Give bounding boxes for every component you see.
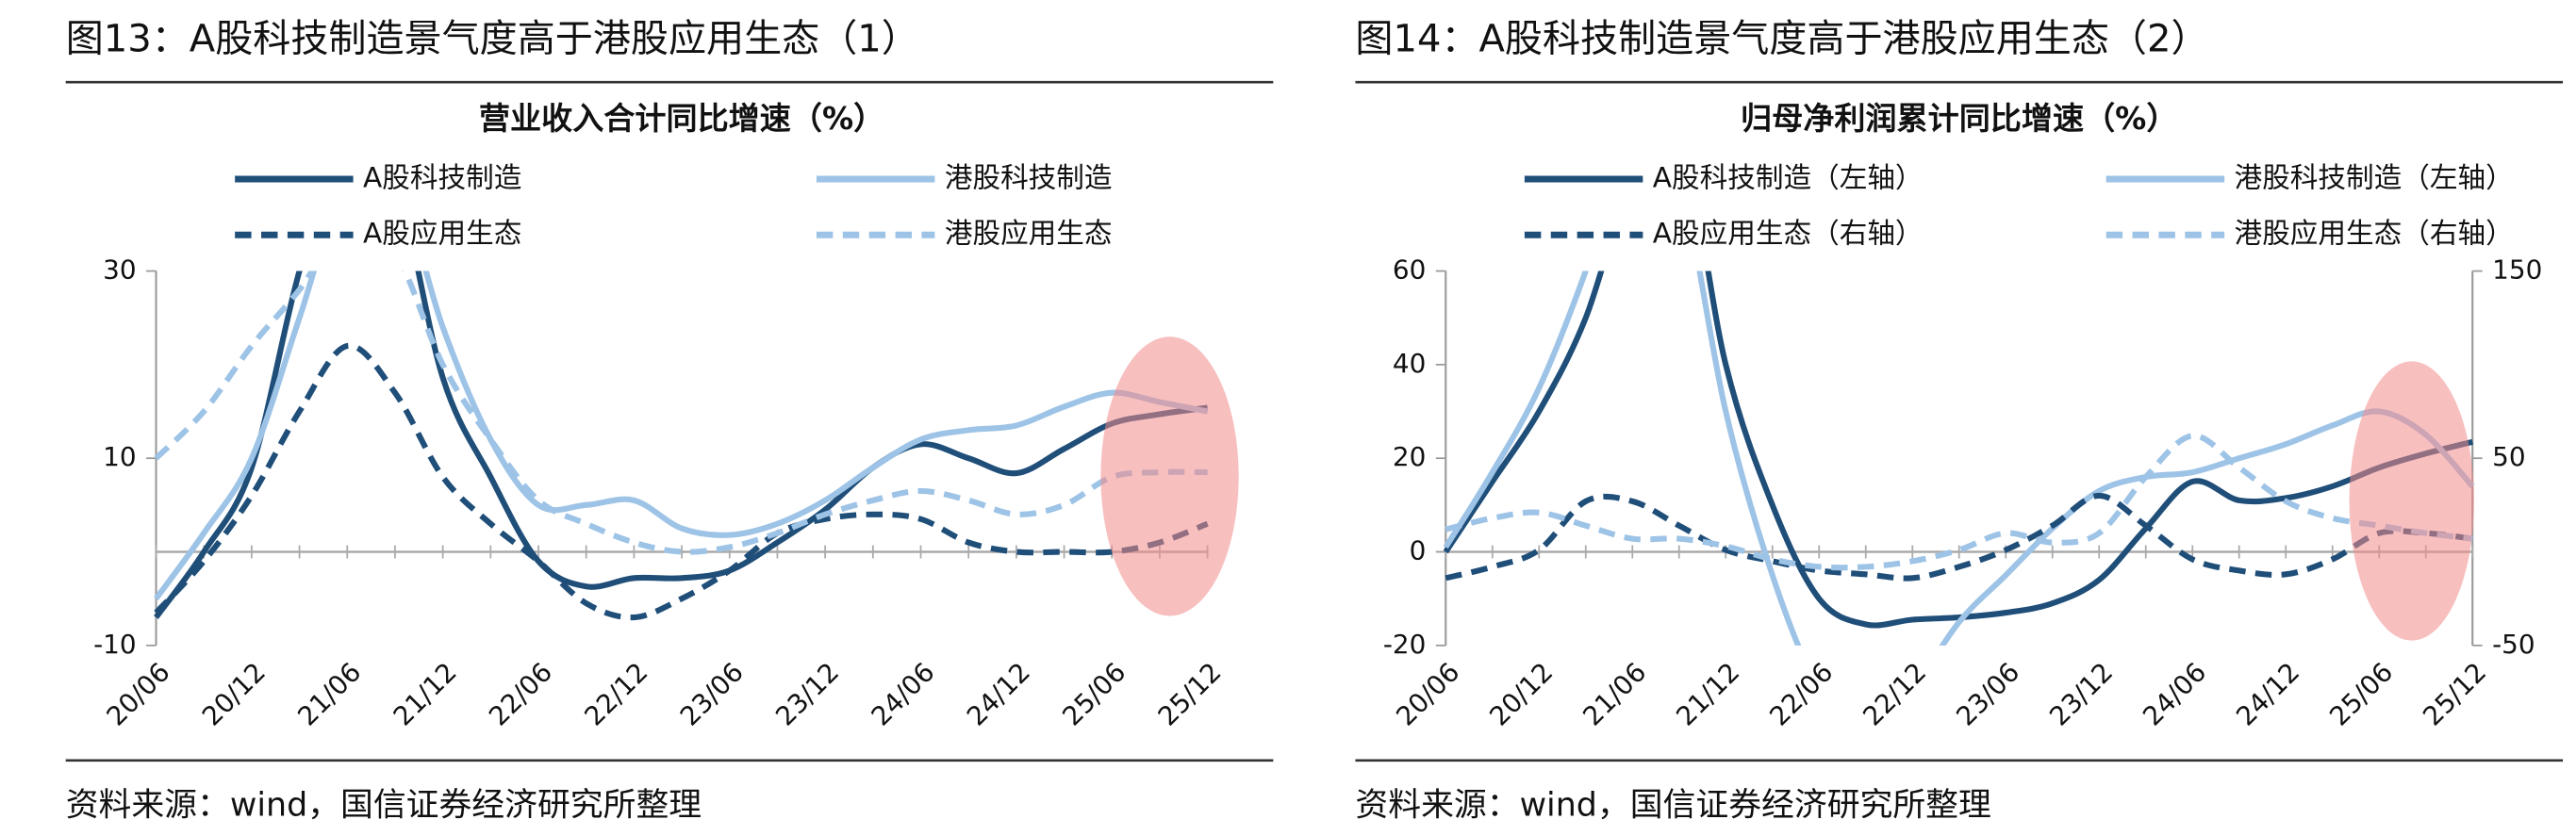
y-tick-label: 0 <box>1410 535 1427 566</box>
x-tick-label: 25/06 <box>2323 656 2399 731</box>
source: 资料来源：wind，国信证券经济研究所整理 <box>66 787 702 825</box>
x-tick-label: 25/12 <box>1152 656 1228 731</box>
y-tick-label: -20 <box>1383 629 1427 660</box>
x-tick-label: 24/12 <box>2230 656 2305 731</box>
x-tick-label: 24/06 <box>2137 656 2212 731</box>
legend-label: A股科技制造（左轴） <box>1653 161 1924 193</box>
y2-tick-label: 50 <box>2492 441 2525 472</box>
x-tick-label: 23/06 <box>674 656 750 731</box>
y-tick-label: -10 <box>93 629 137 660</box>
y2-tick-label: 150 <box>2492 254 2542 286</box>
legend-label: 港股科技制造（左轴） <box>2235 161 2514 193</box>
legend-label: A股应用生态 <box>363 218 521 250</box>
plot <box>1443 270 2475 646</box>
x-tick-label: 23/06 <box>1950 656 2025 731</box>
y-tick-label: 40 <box>1393 348 1426 379</box>
x-tick-label: 23/12 <box>769 656 845 731</box>
x-tick-label: 24/06 <box>865 656 940 731</box>
x-tick-label: 22/12 <box>578 656 653 731</box>
x-tick-label: 24/12 <box>961 656 1036 731</box>
x-tick-label: 21/12 <box>1670 656 1745 731</box>
legend-label: 港股应用生态（右轴） <box>2235 218 2514 250</box>
source: 资料来源：wind，国信证券经济研究所整理 <box>1355 787 1990 825</box>
series-line <box>154 342 1209 621</box>
x-tick-label: 20/12 <box>1483 656 1559 731</box>
series-line <box>154 270 1209 600</box>
x-tick-label: 25/06 <box>1056 656 1131 731</box>
x-tick-label: 20/12 <box>196 656 272 731</box>
y-tick-label: 60 <box>1393 254 1426 286</box>
legend-label: A股科技制造 <box>363 161 521 193</box>
chart-title: 营业收入合计同比增速（%） <box>479 100 884 137</box>
legend-label: 港股科技制造 <box>945 161 1113 193</box>
y-tick-label: 30 <box>103 254 136 286</box>
x-tick-label: 22/06 <box>483 656 558 731</box>
x-tick-label: 21/12 <box>388 656 463 731</box>
y-tick-label: 20 <box>1393 441 1426 472</box>
series-line <box>1445 492 2473 582</box>
series-line <box>154 270 1208 555</box>
x-tick-label: 23/12 <box>2043 656 2119 731</box>
x-tick-label: 20/06 <box>100 656 175 731</box>
series-line <box>1443 270 2473 629</box>
x-tick-label: 20/06 <box>1390 656 1465 731</box>
y-tick-label: 10 <box>103 441 136 472</box>
x-tick-label: 22/12 <box>1857 656 1932 731</box>
x-tick-label: 21/06 <box>1577 656 1652 731</box>
figure-title: 图14：A股科技制造景气度高于港股应用生态（2） <box>1355 18 2208 61</box>
series-line <box>154 270 1209 619</box>
highlight <box>1100 336 1239 616</box>
series-line <box>1443 270 2475 646</box>
y2-tick-label: -50 <box>2492 629 2535 660</box>
x-tick-label: 21/06 <box>291 656 367 731</box>
chart-title: 归母净利润累计同比增速（%） <box>1741 100 2177 137</box>
plot <box>154 270 1209 621</box>
x-tick-label: 22/06 <box>1763 656 1839 731</box>
x-tick-label: 25/12 <box>2417 656 2492 731</box>
highlight <box>2349 361 2474 641</box>
legend-label: 港股应用生态 <box>945 218 1113 250</box>
legend-label: A股应用生态（右轴） <box>1653 218 1924 250</box>
series-line <box>1445 433 2473 571</box>
figure-title: 图13：A股科技制造景气度高于港股应用生态（1） <box>66 18 919 61</box>
